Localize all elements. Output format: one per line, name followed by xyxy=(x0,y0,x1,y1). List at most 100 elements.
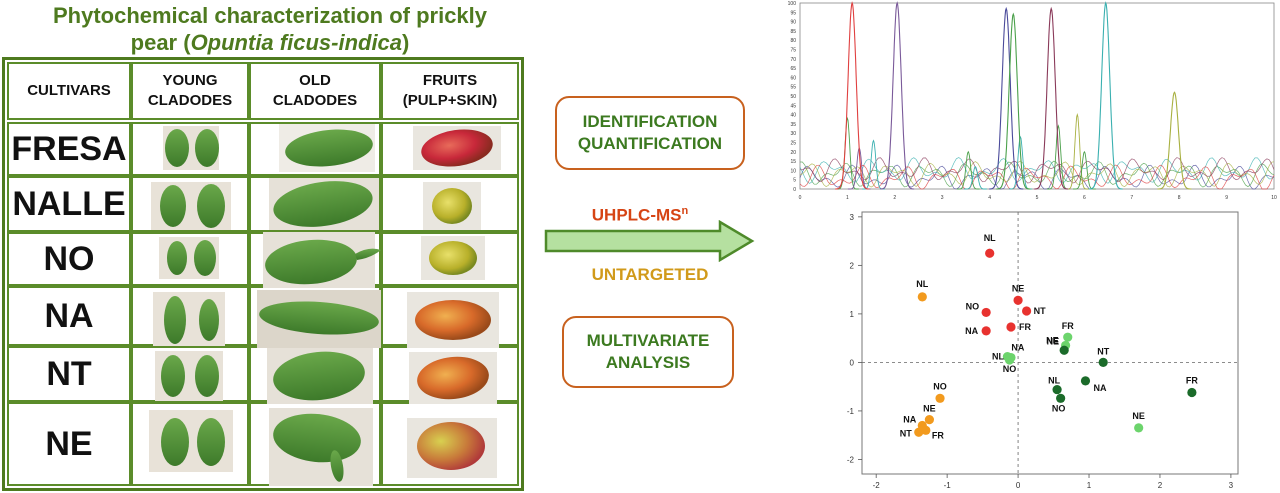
pca-point xyxy=(1098,357,1108,368)
chrom-y-tick: 30 xyxy=(790,131,796,137)
pca-point xyxy=(1052,384,1062,395)
row-label-nt: NT xyxy=(7,346,131,402)
page-title: Phytochemical characterization of prickl… xyxy=(0,2,540,56)
chrom-x-tick: 9 xyxy=(1225,195,1228,201)
pca-point-label: FR xyxy=(1019,322,1031,332)
chrom-y-tick: 60 xyxy=(790,75,796,81)
fruit-nalle xyxy=(432,188,472,224)
chrom-peak xyxy=(1034,6,1069,190)
chrom-y-tick: 50 xyxy=(790,94,796,100)
pca-point xyxy=(1006,322,1016,332)
chrom-y-tick: 45 xyxy=(790,103,796,109)
chrom-peak xyxy=(989,6,1024,190)
chrom-peak xyxy=(1088,1,1123,190)
cell-fruit-nalle xyxy=(381,176,519,232)
pca-y-tick: 3 xyxy=(850,213,855,222)
chrom-y-tick: 10 xyxy=(790,168,796,174)
pca-point-label: NO xyxy=(1003,364,1017,374)
chrom-x-tick: 5 xyxy=(1036,195,1039,201)
pca-point-label: NT xyxy=(1034,306,1046,316)
pca-point-label: FR xyxy=(1186,375,1198,385)
chrom-y-tick: 90 xyxy=(790,20,796,26)
fruit-ne xyxy=(417,422,485,470)
pca-point xyxy=(1134,423,1144,433)
chrom-minor-peak xyxy=(956,150,980,190)
chrom-y-tick: 80 xyxy=(790,38,796,44)
pca-point-label: FR xyxy=(1062,321,1074,331)
chrom-y-tick: 5 xyxy=(793,178,796,184)
pca-point-label: NA xyxy=(903,414,916,424)
pca-point-label: NE xyxy=(923,404,936,414)
chrom-peak xyxy=(880,1,915,190)
chrom-y-tick: 0 xyxy=(793,187,796,193)
identification-box: IDENTIFICATION QUANTIFICATION xyxy=(555,96,745,170)
chrom-peak xyxy=(996,12,1031,190)
pca-point-label: NE xyxy=(1132,411,1145,421)
right-arrow xyxy=(544,220,755,262)
pca-y-tick: -2 xyxy=(847,455,855,464)
pca-point-label: NL xyxy=(984,233,996,243)
fruit-fresa xyxy=(421,129,493,167)
pca-point xyxy=(1080,376,1091,386)
chrom-x-tick: 6 xyxy=(1083,195,1086,201)
cell-young-fresa xyxy=(131,122,249,176)
chrom-y-tick: 20 xyxy=(790,150,796,156)
pca-x-tick: -2 xyxy=(873,481,881,490)
row-label-no: NO xyxy=(7,232,131,286)
chrom-y-tick: 15 xyxy=(790,159,796,165)
pca-y-tick: -1 xyxy=(847,407,855,416)
chrom-y-tick: 55 xyxy=(790,85,796,91)
cladode-fruit-photos xyxy=(149,124,501,486)
pca-point xyxy=(1004,355,1015,365)
chrom-x-tick: 10 xyxy=(1271,195,1277,201)
pca-point xyxy=(921,425,931,435)
header-cultivars: CULTIVARS xyxy=(7,62,131,120)
pca-point-label: NT xyxy=(900,428,912,438)
chromatogram: 1009590858075706560555045403530252015105… xyxy=(788,1,1277,201)
pca-point xyxy=(917,292,927,302)
chrom-y-tick: 25 xyxy=(790,141,796,147)
fruit-nt xyxy=(417,356,489,400)
pca-x-tick: 2 xyxy=(1158,481,1163,490)
pca-point xyxy=(1021,306,1032,316)
chrom-minor-peak xyxy=(836,116,859,190)
fruit-na xyxy=(415,300,491,340)
pca-point xyxy=(924,415,934,425)
fruit-no xyxy=(429,241,477,275)
chrom-x-tick: 3 xyxy=(941,195,944,201)
chrom-x-tick: 0 xyxy=(799,195,802,201)
chrom-x-tick: 8 xyxy=(1178,195,1181,201)
multivariate-box: MULTIVARIATE ANALYSIS xyxy=(562,316,734,388)
chrom-minor-peak xyxy=(1065,112,1089,190)
untargeted-label: UNTARGETED xyxy=(591,265,709,284)
pca-point xyxy=(1013,295,1023,305)
title-line-1: Phytochemical characterization of prickl… xyxy=(52,3,488,28)
chrom-y-tick: 65 xyxy=(790,66,796,72)
cultivar-table: CULTIVARS YOUNG CLADODES OLD CLADODES FRUI… xyxy=(2,57,524,491)
pca-point-label: NA xyxy=(965,326,978,336)
pca-y-tick: 0 xyxy=(850,358,855,367)
row-label-nalle: NALLE xyxy=(7,176,131,232)
chrom-y-tick: 85 xyxy=(790,29,796,35)
chrom-y-tick: 70 xyxy=(790,57,796,63)
cell-old-fresa xyxy=(249,122,381,176)
chrom-x-tick: 7 xyxy=(1130,195,1133,201)
pca-y-tick: 2 xyxy=(850,261,855,270)
pca-point xyxy=(935,393,945,403)
chrom-baseline-trace xyxy=(799,160,1275,188)
chrom-x-tick: 4 xyxy=(988,195,991,201)
pca-x-tick: 0 xyxy=(1016,481,1021,490)
pca-point-label: NE xyxy=(1046,335,1059,345)
pca-point-label: NE xyxy=(1012,283,1025,293)
pca-point-label: NL xyxy=(916,279,928,289)
row-label-na: NA xyxy=(7,286,131,346)
pca-point-label: NL xyxy=(1048,376,1060,386)
pca-point xyxy=(981,307,991,318)
pca-point xyxy=(1056,393,1066,403)
pca-point xyxy=(1063,332,1073,342)
chrom-baseline-trace xyxy=(799,164,1275,190)
pca-point xyxy=(985,248,995,258)
chrom-y-tick: 35 xyxy=(790,122,796,128)
header-fruits: FRUITS (PULP+SKIN) xyxy=(381,62,519,120)
